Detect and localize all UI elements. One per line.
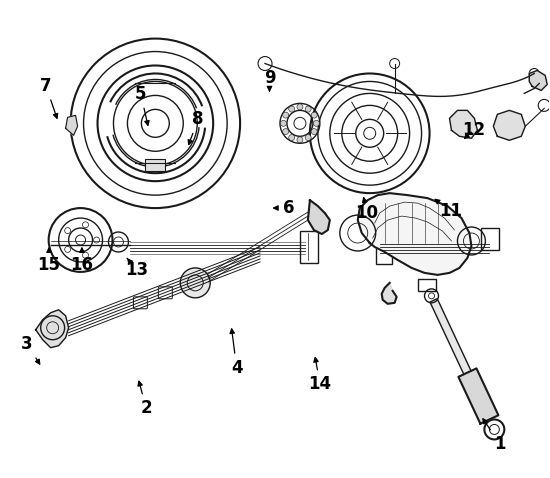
Text: 1: 1 (483, 419, 505, 453)
Text: 13: 13 (125, 258, 148, 279)
Circle shape (180, 268, 210, 298)
Text: 3: 3 (21, 335, 40, 364)
Polygon shape (308, 200, 330, 234)
FancyBboxPatch shape (145, 159, 166, 171)
Text: 12: 12 (462, 121, 485, 139)
Circle shape (65, 228, 70, 234)
Circle shape (311, 129, 317, 134)
Text: 14: 14 (309, 358, 332, 393)
Polygon shape (65, 115, 78, 135)
Text: 2: 2 (138, 381, 152, 417)
Polygon shape (358, 193, 471, 275)
Polygon shape (458, 369, 498, 424)
Text: 11: 11 (435, 199, 462, 220)
Circle shape (82, 252, 89, 258)
Circle shape (289, 106, 295, 112)
Text: 16: 16 (70, 248, 94, 274)
Text: 10: 10 (356, 198, 378, 222)
Circle shape (82, 222, 89, 228)
Circle shape (283, 129, 289, 134)
Circle shape (305, 135, 311, 141)
Text: 9: 9 (263, 69, 276, 91)
Circle shape (311, 112, 317, 118)
Polygon shape (430, 299, 471, 374)
Polygon shape (493, 110, 525, 140)
Text: 15: 15 (37, 248, 60, 274)
Text: 8: 8 (188, 110, 204, 144)
Polygon shape (529, 70, 547, 90)
Polygon shape (449, 110, 477, 138)
Polygon shape (36, 310, 69, 348)
Circle shape (297, 104, 303, 110)
Circle shape (280, 120, 287, 126)
Polygon shape (382, 283, 397, 304)
Circle shape (314, 120, 320, 126)
Circle shape (305, 106, 311, 112)
Circle shape (283, 112, 289, 118)
Text: 5: 5 (135, 85, 149, 125)
Circle shape (65, 246, 70, 252)
Text: 7: 7 (40, 76, 58, 118)
Text: 4: 4 (230, 329, 243, 377)
Circle shape (289, 135, 295, 141)
Circle shape (297, 137, 303, 143)
Text: 6: 6 (274, 199, 294, 217)
Circle shape (94, 237, 100, 243)
